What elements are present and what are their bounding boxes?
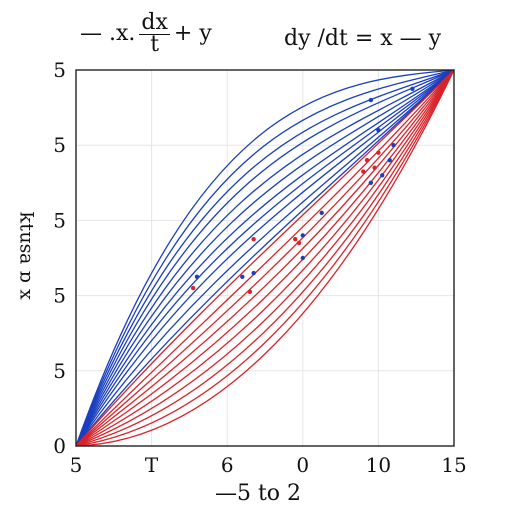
data-point-10 <box>379 173 385 178</box>
data-point-5 <box>376 150 381 155</box>
y-tick-label: 5 <box>53 133 66 157</box>
trajectory-line-red-19 <box>75 69 455 447</box>
data-point-1 <box>410 86 415 92</box>
trajectory-line-red-18 <box>75 69 455 447</box>
trajectory-line-blue-6 <box>75 69 455 447</box>
trajectory-line-blue-5 <box>75 69 455 447</box>
y-tick-label: 5 <box>53 58 66 82</box>
trajectory-line-blue-2 <box>75 69 455 447</box>
trajectory-line-red-17 <box>75 69 455 447</box>
data-point-8 <box>372 165 377 170</box>
trajectory-line-blue-4 <box>75 69 455 447</box>
y-axis-label: x ɑ ɐsnʇʞ <box>13 212 35 300</box>
equation-left-suffix: + y <box>173 21 212 46</box>
data-point-15 <box>300 255 305 261</box>
grid-layer <box>75 69 455 447</box>
trajectory-line-blue-0 <box>75 69 455 447</box>
data-point-13 <box>296 240 302 246</box>
y-tick-label: 5 <box>53 208 66 232</box>
x-tick-label: 15 <box>441 453 466 477</box>
data-point-4 <box>387 158 392 163</box>
trajectory-line-blue-9 <box>75 69 455 447</box>
point-layer <box>190 86 415 295</box>
plot-frame <box>75 69 455 447</box>
trajectory-line-red-15 <box>75 69 455 447</box>
x-tick-label: 6 <box>221 453 234 477</box>
data-point-14 <box>293 237 298 242</box>
trajectory-line-red-20 <box>75 69 455 447</box>
data-point-12 <box>300 233 305 238</box>
x-tick-label: 0 <box>296 453 309 477</box>
trajectory-line-blue-8 <box>75 69 455 447</box>
trajectory-line-red-14 <box>75 69 455 447</box>
equation-left-numerator: dx <box>139 10 170 35</box>
x-axis-label: —5 to 2 <box>215 481 301 506</box>
data-point-3 <box>391 143 396 148</box>
trajectory-line-blue-1 <box>75 69 455 447</box>
equation-left-prefix: — .x. <box>80 21 136 46</box>
data-point-7 <box>361 169 366 174</box>
y-tick-label: 0 <box>53 434 66 458</box>
trajectory-line-blue-3 <box>75 69 455 447</box>
data-point-18 <box>247 289 253 295</box>
trajectory-line-red-16 <box>75 69 455 447</box>
equation-left: — .x. dx t + y <box>80 10 212 57</box>
trajectory-line-red-11 <box>75 69 455 447</box>
y-tick-label: 5 <box>53 359 66 383</box>
data-point-21 <box>251 237 256 242</box>
data-point-20 <box>194 274 200 279</box>
equation-left-denominator: t <box>150 32 160 57</box>
x-tick-label: 10 <box>366 453 391 477</box>
curve-layer <box>75 69 455 447</box>
data-point-16 <box>251 270 256 276</box>
trajectory-line-red-13 <box>75 69 455 447</box>
data-point-11 <box>319 210 324 216</box>
equation-left-fraction: dx t <box>139 10 170 57</box>
x-tick-label: T <box>145 453 159 477</box>
data-point-0 <box>368 97 374 103</box>
trajectory-line-red-12 <box>75 69 455 447</box>
trajectory-line-blue-7 <box>75 69 455 447</box>
trajectory-line-blue-10 <box>75 69 455 447</box>
y-tick-label: 5 <box>53 284 66 308</box>
data-point-17 <box>240 274 245 279</box>
data-point-19 <box>190 285 196 291</box>
data-point-6 <box>364 158 370 163</box>
data-point-2 <box>376 127 381 133</box>
equation-right: dy /dt = x — y <box>284 26 442 51</box>
data-point-9 <box>368 180 374 185</box>
x-tick-label: 5 <box>70 453 83 477</box>
